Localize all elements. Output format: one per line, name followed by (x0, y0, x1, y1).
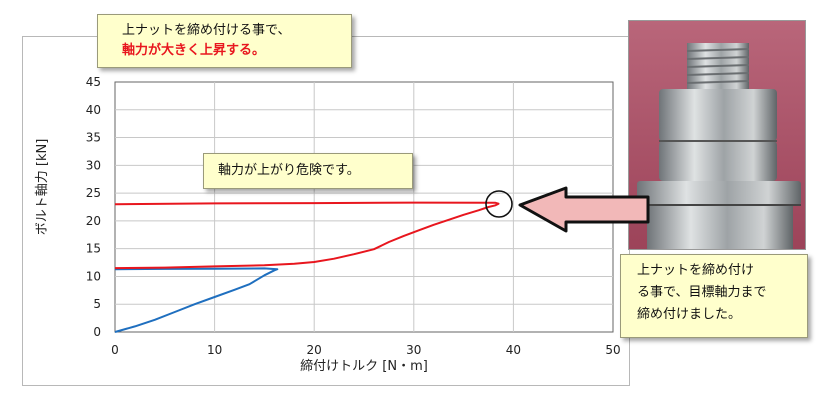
series-line-2 (114, 201, 500, 270)
callout-right-line2: る事で、目標軸力まで (637, 285, 767, 300)
bolt-photo (628, 20, 806, 250)
x-tick-label: 30 (406, 343, 421, 357)
x-tick-label: 20 (307, 343, 322, 357)
x-tick-label: 50 (605, 343, 620, 357)
y-tick-label: 40 (86, 103, 101, 117)
callout-top: 上ナットを締め付ける事で、 軸力が大きく上昇する。 (97, 14, 352, 68)
callout-top-line1: 上ナットを締め付ける事で、 (122, 23, 291, 38)
y-tick-label: 20 (86, 214, 101, 228)
callout-mid-text: 軸力が上がり危険です。 (218, 163, 360, 178)
y-tick-label: 35 (86, 131, 101, 145)
callout-right-line3: 締め付けました。 (637, 307, 742, 322)
series-line-1 (114, 267, 279, 333)
x-tick-label: 40 (506, 343, 521, 357)
y-tick-label: 25 (86, 186, 101, 200)
y-tick-label: 45 (86, 75, 101, 89)
callout-top-line2: 軸力が大きく上昇する。 (122, 43, 266, 58)
callout-right: 上ナットを締め付け る事で、目標軸力まで 締め付けました。 (620, 254, 808, 338)
callout-mid: 軸力が上がり危険です。 (203, 153, 413, 189)
x-axis-label: 締付けトルク [N・m] (300, 358, 428, 374)
x-tick-label: 0 (111, 343, 119, 357)
y-tick-label: 15 (86, 242, 101, 256)
y-tick-label: 0 (93, 325, 101, 339)
x-tick-label: 10 (207, 343, 222, 357)
y-tick-label: 10 (86, 269, 101, 283)
callout-right-line1: 上ナットを締め付け (637, 263, 755, 278)
y-axis-label: ボルト軸力 [kN] (35, 139, 50, 236)
y-tick-label: 30 (86, 158, 101, 172)
y-tick-label: 5 (93, 297, 101, 311)
